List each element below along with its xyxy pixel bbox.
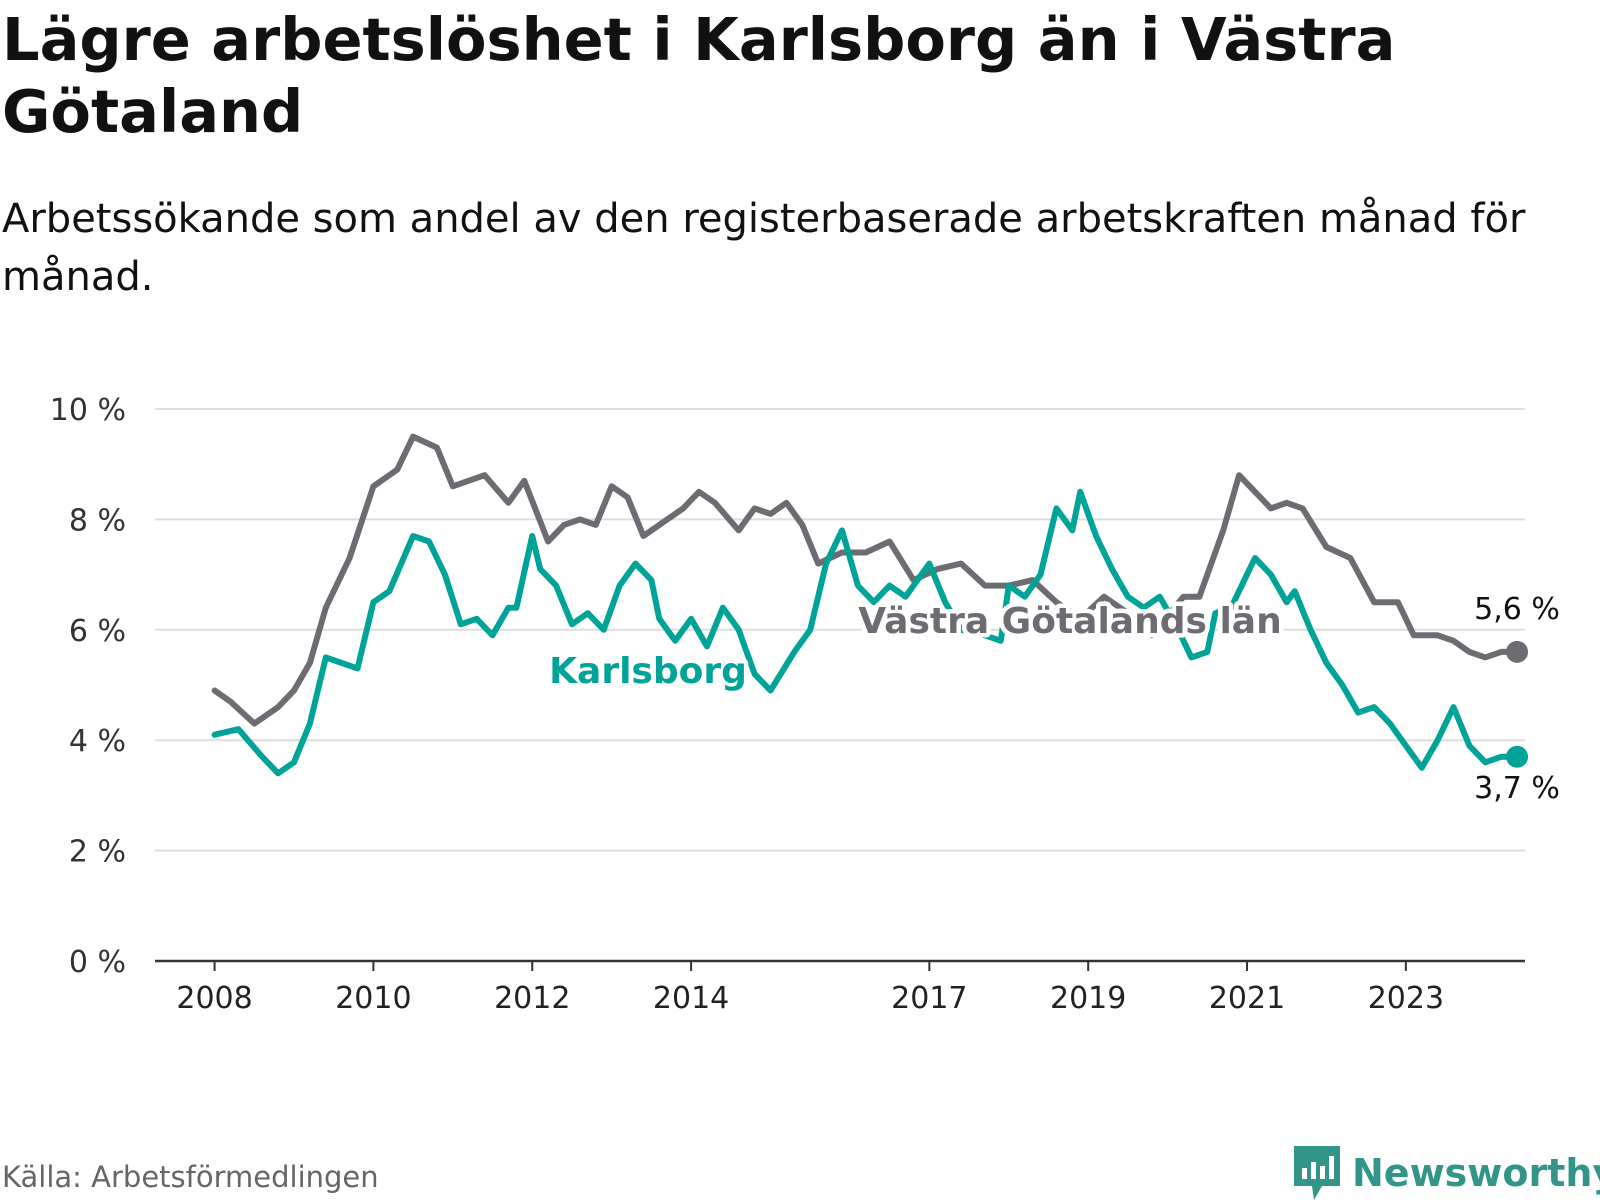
x-tick-label: 2012 bbox=[494, 981, 570, 1016]
series-line-vastra_gotaland bbox=[215, 437, 1518, 724]
y-axis-ticks: 0 % 2 % 4 % 6 % 8 % 10 % bbox=[50, 393, 126, 980]
y-tick-label: 8 % bbox=[69, 503, 126, 538]
brand-name: Newsworthy bbox=[1352, 1151, 1600, 1195]
newsworthy-logo-icon bbox=[1292, 1144, 1342, 1202]
y-tick-label: 2 % bbox=[69, 835, 126, 870]
x-axis: 2008 2010 2012 2014 2017 2019 2021 2023 bbox=[155, 961, 1525, 1016]
gridlines bbox=[155, 409, 1525, 851]
end-label-karlsborg: 3,7 % bbox=[1474, 771, 1560, 806]
x-tick-label: 2023 bbox=[1368, 981, 1444, 1016]
x-tick-label: 2021 bbox=[1209, 981, 1285, 1016]
line-chart: 0 % 2 % 4 % 6 % 8 % 10 % 2008 2010 2012 2014 2017… bbox=[0, 0, 1600, 1120]
y-tick-label: 4 % bbox=[69, 724, 126, 759]
y-tick-label: 6 % bbox=[69, 614, 126, 649]
x-tick-label: 2008 bbox=[176, 981, 252, 1016]
end-marker-karlsborg bbox=[1506, 746, 1528, 768]
x-tick-label: 2019 bbox=[1050, 981, 1126, 1016]
x-tick-label: 2017 bbox=[891, 981, 967, 1016]
end-marker-vastra_gotaland bbox=[1506, 641, 1528, 663]
x-tick-label: 2014 bbox=[653, 981, 729, 1016]
series-label-karlsborg: Karlsborg bbox=[549, 651, 747, 692]
end-label-vastra_gotaland: 5,6 % bbox=[1474, 592, 1560, 627]
series-label-vastra_gotaland: Västra Götalands län bbox=[858, 601, 1281, 642]
y-tick-label: 0 % bbox=[69, 945, 126, 980]
source-note: Källa: Arbetsförmedlingen bbox=[2, 1160, 379, 1194]
newsworthy-logo[interactable]: Newsworthy bbox=[1292, 1144, 1600, 1202]
y-tick-label: 10 % bbox=[50, 393, 126, 428]
x-tick-label: 2010 bbox=[335, 981, 411, 1016]
